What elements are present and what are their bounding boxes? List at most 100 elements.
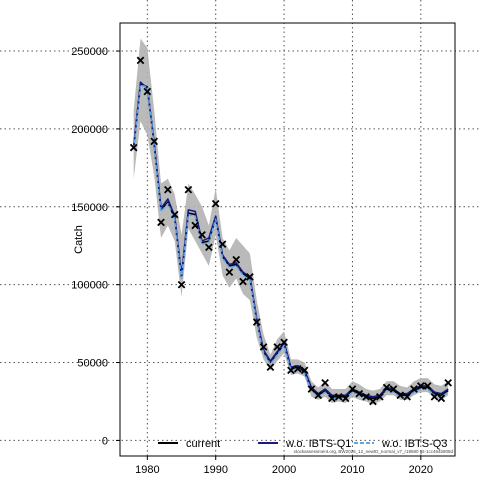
observed-point: [444, 378, 452, 387]
observed-point: [382, 383, 391, 392]
observed-point: [362, 392, 370, 401]
observed-point-stroke: [280, 338, 288, 347]
observed-point: [416, 382, 425, 390]
observed-point-stroke: [246, 273, 254, 281]
observed-point-stroke: [170, 210, 179, 219]
observed-point: [191, 221, 200, 230]
observed-point: [280, 338, 288, 347]
observed-point: [287, 366, 295, 375]
observed-point-stroke: [143, 87, 152, 96]
observed-point: [246, 273, 254, 281]
observed-point-stroke: [382, 383, 391, 392]
observed-point-stroke: [232, 255, 241, 264]
observed-point: [437, 394, 446, 403]
y-tick-label: 50000: [77, 358, 108, 370]
observed-point-stroke: [184, 185, 193, 194]
legend-label: current: [186, 438, 220, 450]
observed-point-stroke: [355, 389, 364, 398]
observed-point-stroke: [334, 392, 343, 401]
observed-point: [403, 392, 411, 401]
legend-label: w.o. IBTS-Q3: [381, 438, 447, 450]
observed-point: [205, 243, 213, 252]
observed-point: [266, 363, 275, 372]
observed-point-stroke: [164, 185, 172, 194]
observed-points: [129, 56, 452, 406]
observed-point-stroke: [205, 243, 213, 252]
observed-point: [396, 391, 405, 400]
observed-point-stroke: [239, 277, 247, 286]
observed-point: [334, 392, 343, 401]
observed-point: [198, 230, 206, 239]
observed-point: [321, 378, 329, 387]
confidence-band: [133, 38, 449, 405]
confidence-band-area: [133, 38, 449, 405]
observed-point-stroke: [437, 394, 446, 403]
observed-point-stroke: [191, 221, 200, 230]
y-tick-label: 200000: [71, 124, 108, 136]
observed-point: [164, 185, 172, 194]
observed-point: [410, 385, 418, 393]
observed-point-stroke: [362, 392, 370, 401]
observed-point-stroke: [136, 56, 145, 65]
observed-point-stroke: [198, 230, 206, 239]
observed-point: [129, 143, 138, 152]
y-tick-label: 150000: [71, 202, 108, 214]
observed-point: [252, 318, 261, 326]
observed-point: [157, 218, 165, 227]
x-tick-label: 2010: [340, 464, 364, 476]
observed-point: [170, 210, 179, 219]
y-tick-label: 100000: [71, 280, 108, 292]
observed-point-stroke: [389, 385, 398, 393]
series-line-w-o-ibts-q3: [132, 84, 449, 401]
observed-point: [375, 392, 384, 401]
observed-point: [232, 255, 241, 264]
observed-point-stroke: [430, 392, 439, 401]
observed-point: [143, 87, 152, 96]
observed-point-stroke: [423, 382, 432, 390]
observed-point-stroke: [300, 366, 309, 375]
observed-point: [423, 382, 432, 390]
observed-point: [225, 268, 234, 277]
observed-point-stroke: [129, 143, 138, 152]
observed-point-stroke: [321, 378, 329, 387]
observed-point: [218, 240, 227, 249]
observed-point: [341, 394, 350, 403]
y-axis: 0 50000 100000 150000 200000 250000: [71, 46, 120, 447]
observed-point-stroke: [211, 199, 220, 208]
observed-point: [369, 397, 377, 406]
observed-point-stroke: [252, 318, 261, 326]
observed-point-stroke: [293, 364, 302, 373]
observed-point-stroke: [266, 363, 275, 372]
observed-point: [239, 277, 247, 286]
observed-point: [389, 385, 398, 393]
observed-point: [150, 137, 159, 146]
observed-point: [293, 364, 302, 373]
observed-point: [348, 385, 357, 393]
y-tick-label: 250000: [71, 46, 108, 58]
observed-point: [355, 389, 364, 398]
observed-point: [136, 56, 145, 65]
observed-point-stroke: [273, 343, 282, 351]
observed-point: [314, 391, 323, 400]
observed-point-stroke: [328, 394, 336, 403]
plot-frame: [119, 22, 456, 457]
observed-point: [328, 394, 336, 403]
observed-point-stroke: [444, 378, 452, 387]
observed-point-stroke: [375, 392, 384, 401]
x-tick-label: 2000: [272, 464, 296, 476]
observed-point: [307, 385, 316, 393]
legend: current w.o. IBTS-Q1 w.o. IBTS-Q3: [158, 438, 447, 450]
observed-point: [184, 185, 193, 194]
observed-point-stroke: [307, 385, 316, 393]
x-tick-label: 1990: [203, 464, 227, 476]
y-axis-label: Catch: [73, 225, 85, 254]
observed-point-stroke: [177, 280, 186, 289]
observed-point-stroke: [150, 137, 159, 146]
observed-point-stroke: [403, 392, 411, 401]
y-tick-label: 0: [102, 435, 108, 447]
observed-point: [273, 343, 282, 351]
x-tick-label: 2020: [409, 464, 433, 476]
observed-point-stroke: [348, 385, 357, 393]
